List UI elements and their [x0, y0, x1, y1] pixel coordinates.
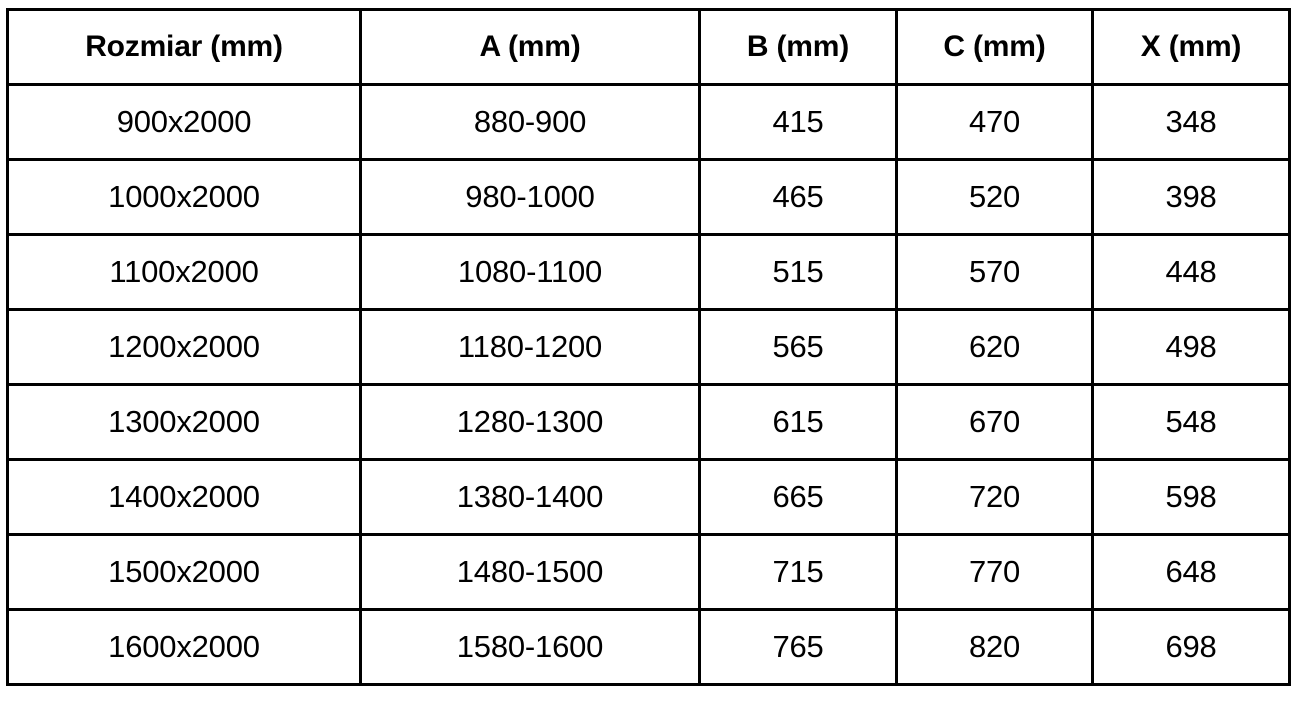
cell-b: 465: [698, 158, 898, 236]
cell-x: 698: [1091, 608, 1291, 686]
column-header-x: X (mm): [1091, 8, 1291, 86]
cell-a: 1380-1400: [359, 458, 701, 536]
cell-size: 900x2000: [6, 83, 362, 161]
cell-x: 348: [1091, 83, 1291, 161]
column-header-b: B (mm): [698, 8, 898, 86]
cell-size: 1500x2000: [6, 533, 362, 611]
table-row: 1300x2000 1280-1300 615 670 548: [6, 383, 1291, 461]
cell-c: 670: [895, 383, 1094, 461]
cell-b: 615: [698, 383, 898, 461]
cell-b: 665: [698, 458, 898, 536]
cell-a: 1580-1600: [359, 608, 701, 686]
cell-c: 520: [895, 158, 1094, 236]
cell-size: 1300x2000: [6, 383, 362, 461]
cell-x: 648: [1091, 533, 1291, 611]
table-row: 1000x2000 980-1000 465 520 398: [6, 158, 1291, 236]
cell-a: 880-900: [359, 83, 701, 161]
table-header-row: Rozmiar (mm) A (mm) B (mm) C (mm) X (mm): [6, 8, 1291, 86]
table-row: 1100x2000 1080-1100 515 570 448: [6, 233, 1291, 311]
cell-x: 598: [1091, 458, 1291, 536]
cell-c: 620: [895, 308, 1094, 386]
cell-a: 1180-1200: [359, 308, 701, 386]
cell-size: 1100x2000: [6, 233, 362, 311]
cell-b: 415: [698, 83, 898, 161]
cell-c: 570: [895, 233, 1094, 311]
cell-b: 715: [698, 533, 898, 611]
cell-size: 1000x2000: [6, 158, 362, 236]
column-header-a: A (mm): [359, 8, 701, 86]
table-row: 900x2000 880-900 415 470 348: [6, 83, 1291, 161]
cell-size: 1600x2000: [6, 608, 362, 686]
cell-size: 1200x2000: [6, 308, 362, 386]
cell-size: 1400x2000: [6, 458, 362, 536]
column-header-size: Rozmiar (mm): [6, 8, 362, 86]
cell-c: 470: [895, 83, 1094, 161]
table-row: 1600x2000 1580-1600 765 820 698: [6, 608, 1291, 686]
table-header: Rozmiar (mm) A (mm) B (mm) C (mm) X (mm): [6, 8, 1291, 86]
cell-b: 515: [698, 233, 898, 311]
cell-a: 1280-1300: [359, 383, 701, 461]
table-row: 1400x2000 1380-1400 665 720 598: [6, 458, 1291, 536]
cell-c: 820: [895, 608, 1094, 686]
table-body: 900x2000 880-900 415 470 348 1000x2000 9…: [6, 83, 1291, 686]
cell-x: 498: [1091, 308, 1291, 386]
cell-c: 770: [895, 533, 1094, 611]
cell-x: 448: [1091, 233, 1291, 311]
cell-x: 548: [1091, 383, 1291, 461]
cell-a: 1480-1500: [359, 533, 701, 611]
cell-b: 565: [698, 308, 898, 386]
cell-a: 1080-1100: [359, 233, 701, 311]
table-row: 1200x2000 1180-1200 565 620 498: [6, 308, 1291, 386]
cell-c: 720: [895, 458, 1094, 536]
table-row: 1500x2000 1480-1500 715 770 648: [6, 533, 1291, 611]
cell-b: 765: [698, 608, 898, 686]
size-specification-table: Rozmiar (mm) A (mm) B (mm) C (mm) X (mm)…: [6, 8, 1291, 686]
cell-x: 398: [1091, 158, 1291, 236]
column-header-c: C (mm): [895, 8, 1094, 86]
cell-a: 980-1000: [359, 158, 701, 236]
